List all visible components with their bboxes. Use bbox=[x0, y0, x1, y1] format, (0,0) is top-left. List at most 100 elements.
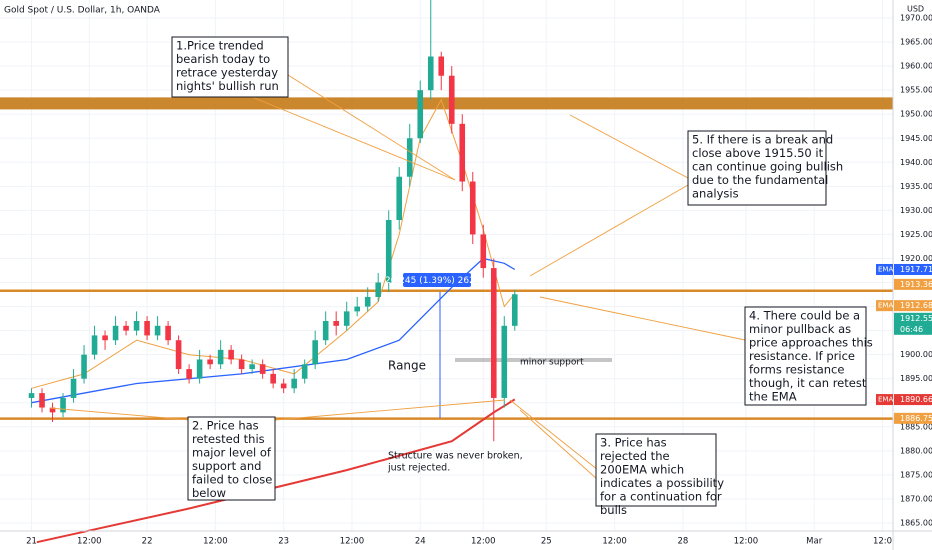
ema-line bbox=[31, 98, 516, 389]
x-tick-label: 12:00 bbox=[602, 537, 627, 547]
candle-body bbox=[28, 393, 35, 398]
ema-line bbox=[31, 257, 516, 404]
price-tag: EMA bbox=[878, 302, 893, 310]
x-tick-label: 22 bbox=[142, 537, 153, 547]
x-tick-label: 12:0 bbox=[873, 537, 892, 547]
annotation-text: major level of bbox=[192, 446, 272, 460]
y-tick-label: 1870.00 bbox=[900, 494, 932, 503]
annotation-text: 2. Price has bbox=[192, 419, 259, 433]
price-label-box bbox=[894, 412, 932, 424]
note: just rejected. bbox=[387, 463, 450, 474]
candle-body bbox=[39, 393, 45, 408]
annotation-text: price approaches this bbox=[749, 336, 873, 350]
y-tick-label: 1950.00 bbox=[900, 110, 932, 119]
price-label: 1912.685 bbox=[900, 301, 932, 310]
arrow bbox=[539, 296, 746, 341]
price-tag-box bbox=[876, 300, 893, 312]
x-tick-label: 24 bbox=[415, 537, 426, 547]
candle-body bbox=[364, 296, 371, 307]
annotation-text: 1.Price trended bbox=[176, 39, 264, 53]
candle-body bbox=[112, 325, 119, 341]
candle-body bbox=[448, 75, 455, 124]
annotation-text: analysis bbox=[692, 187, 739, 201]
candle-body bbox=[301, 364, 308, 379]
price-label: 1912.550 bbox=[900, 314, 932, 323]
annotation-text: retrace yesterday bbox=[176, 66, 278, 80]
price-label: 1886.756 bbox=[900, 414, 932, 423]
x-tick-label: 23 bbox=[278, 537, 289, 547]
price-tag: EMA bbox=[878, 396, 893, 404]
x-tick-label: 12:00 bbox=[734, 537, 759, 547]
price-label-box bbox=[894, 263, 932, 275]
arrow bbox=[274, 399, 506, 421]
y-tick-label: 1925.00 bbox=[900, 230, 932, 239]
candle-body bbox=[81, 354, 87, 379]
price-label-box bbox=[894, 300, 932, 312]
measure-box bbox=[403, 273, 471, 287]
annotation-text: though, it can retest bbox=[749, 376, 867, 390]
candle-body bbox=[501, 325, 508, 398]
support-marker bbox=[455, 358, 612, 362]
candle-body bbox=[270, 373, 276, 384]
candle-body bbox=[70, 378, 77, 398]
annotation-text: 4. There could be a bbox=[749, 309, 860, 323]
x-tick-label: 12:00 bbox=[203, 537, 228, 547]
candle-body bbox=[438, 56, 445, 76]
annotation-box bbox=[687, 130, 827, 206]
arrow bbox=[509, 399, 599, 471]
y-tick-label: 1960.00 bbox=[900, 62, 932, 71]
annotation-text: 5. If there is a break and bbox=[692, 133, 833, 147]
annotation-text: failed to close bbox=[192, 473, 272, 487]
arrow bbox=[569, 114, 689, 179]
y-tick-label: 1945.00 bbox=[900, 134, 932, 143]
x-tick-label: 21 bbox=[26, 537, 37, 547]
annotation-text: can continue going bullish bbox=[692, 160, 843, 174]
price-label-box bbox=[894, 312, 932, 335]
annotation-text: forms resistance bbox=[749, 363, 844, 377]
candle-body bbox=[343, 311, 350, 326]
price-tag-box bbox=[876, 263, 893, 275]
annotation-box bbox=[744, 306, 867, 406]
y-axis-label: USD bbox=[907, 5, 924, 14]
candle-body bbox=[102, 335, 108, 341]
candle-body bbox=[354, 306, 360, 312]
annotation-text: bulls bbox=[600, 503, 627, 517]
price-axis bbox=[893, 0, 932, 550]
price-tag: EMA bbox=[878, 265, 893, 273]
candle-body bbox=[312, 340, 318, 365]
candle-body bbox=[238, 359, 245, 370]
annotation-text: for a continuation for bbox=[600, 490, 722, 504]
y-tick-label: 1940.00 bbox=[900, 158, 932, 167]
x-tick-label: 12:00 bbox=[77, 537, 102, 547]
y-tick-label: 1875.00 bbox=[900, 470, 932, 479]
y-tick-label: 1920.00 bbox=[900, 254, 932, 263]
x-tick-label: 12:00 bbox=[471, 537, 496, 547]
candle-body bbox=[490, 268, 497, 398]
arrow bbox=[529, 184, 689, 277]
plot bbox=[28, 0, 518, 544]
candle-body bbox=[133, 320, 140, 331]
candle-body bbox=[385, 220, 392, 283]
x-tick-label: 25 bbox=[541, 537, 552, 547]
y-tick-label: 1880.00 bbox=[900, 446, 932, 455]
note: minor support bbox=[520, 358, 584, 368]
candle-body bbox=[459, 123, 466, 182]
candle-body bbox=[207, 359, 213, 365]
candle-body bbox=[175, 340, 182, 370]
candle-body bbox=[280, 383, 287, 389]
y-tick-label: 1900.00 bbox=[900, 350, 932, 359]
price-label-box bbox=[894, 394, 932, 406]
levels bbox=[0, 97, 893, 420]
price-label: 1917.712 bbox=[900, 265, 932, 274]
note: Structure was never broken, bbox=[388, 451, 523, 462]
annotation-text: retested this bbox=[192, 432, 265, 446]
y-tick-label: 1965.00 bbox=[900, 38, 932, 47]
annotation-box bbox=[595, 433, 717, 507]
x-tick-label: 28 bbox=[677, 537, 688, 547]
annotation-text: close above 1915.50 it bbox=[692, 146, 824, 160]
arrow bbox=[287, 74, 456, 181]
candle-body bbox=[396, 176, 403, 221]
candle-body bbox=[165, 325, 171, 341]
candle-body bbox=[217, 349, 224, 365]
